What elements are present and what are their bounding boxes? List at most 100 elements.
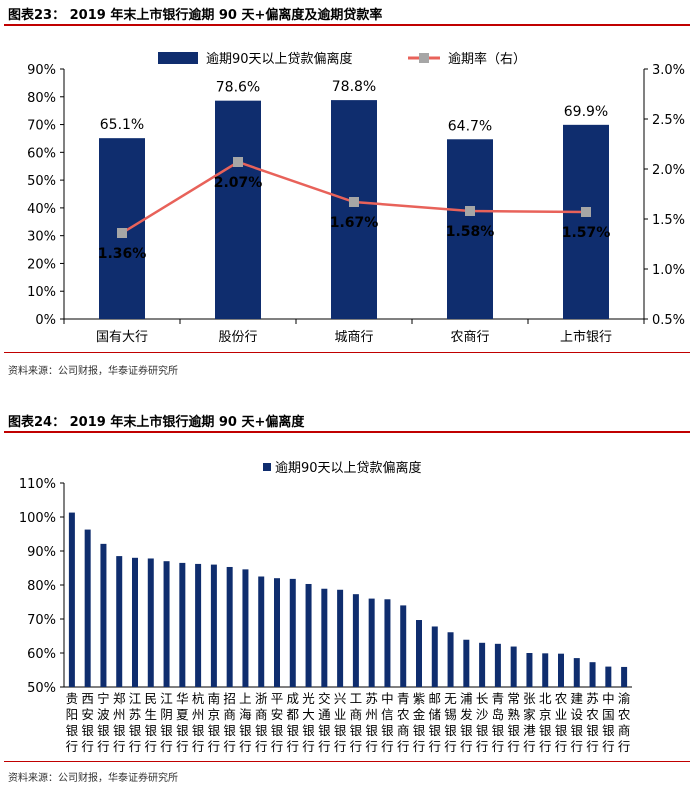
y-tick-label: 110% (19, 477, 56, 492)
bar (100, 543, 107, 687)
x-tick-label: 长沙银行 (476, 691, 489, 754)
x-tick-label: 工商银行 (350, 691, 363, 754)
x-tick-label: 浙商银行 (255, 691, 268, 754)
bar (447, 632, 454, 687)
x-tick-label: 城商行 (334, 330, 373, 345)
x-tick-label: 苏农银行 (586, 691, 599, 754)
bar (447, 139, 493, 319)
y-tick-label: 90% (27, 545, 56, 560)
rate-marker (465, 206, 475, 216)
bar (132, 557, 138, 687)
y2-tick-label: 1.0% (652, 263, 685, 278)
rate-marker (349, 197, 359, 207)
bar (331, 100, 377, 319)
x-tick-label: 宁波银行 (97, 691, 110, 754)
x-tick-label: 兴业银行 (334, 691, 347, 754)
figure2-title: 图表24： 2019 年末上市银行逾期 90 天+偏离度 (8, 415, 305, 430)
figure1-title: 图表23： 2019 年末上市银行逾期 90 天+偏离度及逾期贷款率 (8, 8, 383, 23)
chart1-legend: 逾期90天以上贷款偏离度 逾期率（右） (158, 51, 526, 67)
chart1: 逾期90天以上贷款偏离度 逾期率（右） 0% 10% 20% 30% 40% 50% 60%… (27, 51, 685, 345)
bar (226, 566, 233, 687)
figure1-source: 资料来源：公司财报，华泰证券研究所 (8, 366, 178, 377)
bar (242, 569, 249, 687)
bar (431, 626, 438, 687)
bar (526, 653, 533, 687)
x-tick-label: 张家港行 (523, 691, 536, 754)
x-tick-label: 无锡银行 (444, 691, 457, 754)
legend2-bar-label: 逾期90天以上贷款偏离度 (275, 460, 422, 476)
figure2-bottom-rule (4, 761, 690, 762)
x-tick-label: 郑州银行 (113, 691, 126, 754)
x-tick-label: 华夏银行 (176, 691, 189, 754)
bar (400, 605, 407, 687)
bar-value-label: 69.9% (564, 104, 608, 120)
x-tick-label: 邮储银行 (429, 691, 442, 754)
rate-value-label: 2.07% (214, 175, 263, 191)
y-tick-label: 70% (27, 613, 56, 628)
bar (274, 578, 280, 687)
bar-value-label: 78.8% (332, 79, 376, 95)
bar (305, 583, 312, 687)
y-tick-label: 80% (27, 91, 56, 106)
rate-value-label: 1.57% (562, 225, 611, 241)
legend-bar-label: 逾期90天以上贷款偏离度 (206, 51, 353, 67)
rate-marker (117, 228, 127, 238)
rate-value-label: 1.67% (330, 215, 379, 231)
bar-value-label: 65.1% (100, 117, 144, 133)
bar (558, 653, 564, 687)
bar (573, 658, 580, 687)
x-tick-label: 平安银行 (271, 691, 284, 754)
y2-tick-label: 0.5% (652, 313, 685, 328)
bar-value-label: 64.7% (448, 118, 492, 134)
x-tick-label: 中信银行 (381, 691, 394, 754)
bar (368, 598, 375, 687)
bar (215, 100, 261, 320)
x-tick-label: 中国银行 (602, 691, 615, 754)
x-tick-label: 成都银行 (287, 691, 300, 754)
x-tick-label: 建设银行 (571, 691, 584, 754)
bar (147, 558, 154, 687)
bar (116, 556, 123, 687)
figure1-bottom-rule (4, 352, 690, 353)
x-tick-label: 北京银行 (539, 691, 552, 754)
bar (384, 599, 391, 687)
y-tick-label: 30% (27, 230, 56, 245)
bar (68, 512, 75, 687)
x-tick-label: 杭州银行 (192, 691, 205, 754)
bar (163, 561, 170, 687)
x-tick-label: 上市银行 (560, 329, 612, 345)
y-tick-label: 50% (27, 681, 56, 696)
bar (563, 124, 609, 319)
bar (416, 620, 422, 687)
x-tick-label: 交通银行 (318, 691, 331, 754)
rate-value-label: 1.36% (98, 246, 147, 262)
bar (589, 662, 596, 687)
y-tick-label: 60% (27, 146, 56, 161)
chart2-legend: 逾期90天以上贷款偏离度 (263, 460, 422, 476)
x-tick-label: 西安银行 (81, 691, 94, 754)
x-tick-label: 常熟银行 (507, 691, 520, 754)
x-tick-label: 贵阳银行 (66, 691, 79, 754)
rate-marker (581, 207, 591, 217)
bar (494, 643, 501, 687)
x-tick-label: 紫金银行 (413, 691, 426, 754)
legend-line-marker (419, 53, 429, 63)
rate-value-label: 1.58% (446, 224, 495, 240)
y-tick-label: 0% (35, 313, 56, 328)
bar (321, 588, 328, 687)
x-tick-label: 国有大行 (96, 330, 148, 345)
bar (210, 564, 217, 687)
x-tick-label: 江阴银行 (160, 691, 173, 754)
y-tick-label: 10% (27, 285, 56, 300)
y-tick-label: 80% (27, 579, 56, 594)
bar (463, 639, 470, 687)
x-tick-label: 招商银行 (223, 691, 236, 754)
bar-value-label: 78.6% (216, 80, 260, 96)
y2-tick-label: 2.0% (652, 163, 685, 178)
x-tick-label: 农商行 (450, 330, 489, 345)
y-tick-label: 20% (27, 257, 56, 272)
x-tick-label: 上海银行 (239, 691, 252, 754)
bar (352, 594, 359, 687)
y2-tick-label: 3.0% (652, 63, 685, 78)
x-tick-label: 渝农商行 (618, 691, 631, 754)
